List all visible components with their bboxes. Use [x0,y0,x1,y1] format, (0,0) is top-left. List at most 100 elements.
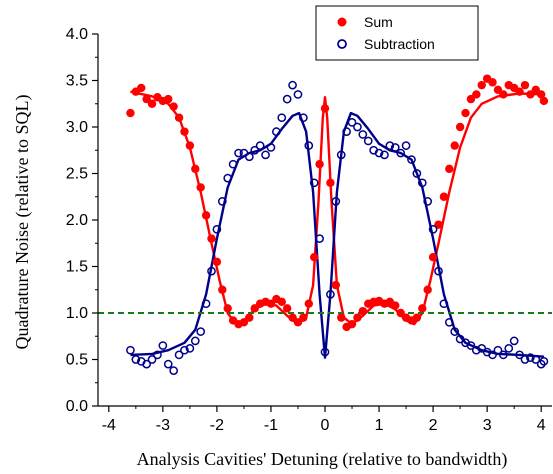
sum-point [423,285,432,294]
subtraction-point [272,127,281,136]
subtraction-point [163,359,173,369]
y-tick-label: 3.5 [66,73,88,90]
subtraction-point [180,345,189,355]
fit-curve-sum [130,90,544,326]
sum-point [515,87,524,96]
sum-point [472,90,481,99]
x-tick-label: 1 [375,417,384,434]
sum-point [418,304,427,313]
subtraction-point [444,317,454,327]
subtraction-point [342,127,351,136]
sum-point [445,164,454,174]
subtraction-point [201,299,211,309]
y-tick-label: 2.5 [66,166,88,183]
subtraction-point [385,141,395,150]
subtraction-point [331,197,341,206]
subtraction-point [315,234,324,243]
subtraction-point [309,178,319,188]
subtraction-point [353,122,362,132]
subtraction-point [234,148,243,158]
y-tick-label: 1.5 [66,259,88,276]
sum-point [320,104,330,113]
sum-point [282,304,292,313]
y-tick-label: 0.0 [66,398,88,415]
subtraction-point [174,350,184,360]
sum-point [212,257,222,267]
subtraction-point [380,150,389,160]
subtraction-point [190,336,200,346]
sum-point [185,141,195,150]
subtraction-point [282,94,292,104]
sum-point [353,313,362,322]
subtraction-point [320,347,330,357]
subtraction-point [336,150,346,160]
sum-point [218,285,227,294]
sum-point [196,183,205,192]
x-tick-label: -1 [264,417,278,434]
subtraction-point [293,90,303,99]
subtraction-point [266,143,276,152]
legend-sum-marker [337,17,347,27]
subtraction-point [255,141,265,150]
sum-point [191,164,200,174]
subtraction-point [207,266,216,276]
subtraction-point [131,355,141,364]
subtraction-point [539,357,549,366]
subtraction-point [390,143,400,152]
x-tick-label: 2 [429,417,438,434]
x-tick-label: 0 [321,417,330,434]
subtraction-point [250,145,260,155]
sum-point [455,122,465,132]
subtraction-point [471,345,481,355]
sum-point [477,80,486,90]
sum-point [520,80,530,90]
subtraction-point [223,173,233,183]
y-tick-label: 3.0 [66,119,88,136]
axes [92,33,552,412]
subtraction-point [326,290,335,299]
y-tick-label: 2.0 [66,212,88,229]
subtraction-point [423,197,433,206]
x-axis-label: Analysis Cavities' Detuning (relative to… [137,449,508,470]
subtraction-point [407,155,416,164]
sum-point [439,192,449,201]
sum-point [536,90,546,99]
subtraction-point [417,178,427,188]
subtraction-point [288,80,297,90]
subtraction-point [428,224,438,234]
sum-point [180,127,189,136]
subtraction-point [142,359,151,369]
subtraction-point [439,299,449,309]
subtraction-point [212,224,222,234]
sum-point [299,313,308,322]
y-tick-label: 0.5 [66,352,88,369]
sum-point [326,178,335,187]
subtraction-point [147,355,157,364]
sum-point [461,108,470,118]
x-tick-label: -2 [210,417,224,434]
data-points [126,74,549,376]
subtraction-point [401,141,411,150]
x-tick-label: -4 [102,417,116,434]
y-axis-label: Quadrature Noise (relative to SQL) [12,95,33,350]
subtraction-point [169,366,179,376]
subtraction-point [412,169,422,178]
sum-point [539,96,549,106]
subtraction-point [277,113,287,123]
sum-point [126,108,135,118]
subtraction-point [374,148,384,158]
subtraction-point [304,141,314,150]
sum-point [488,78,497,87]
tick-labels: 0.0 0.5 1.0 1.5 2.0 2.5 3.0 3.5 4.0 -4 -3 -2 -1 0 1 2 3 4 [66,26,546,434]
sum-point [331,280,341,290]
sum-point [412,313,422,322]
legend-sum-label: Sum [364,14,393,30]
subtraction-point [493,345,503,355]
subtraction-point [363,136,373,146]
subtraction-point [126,345,135,355]
legend-subtraction-label: Subtraction [364,36,435,52]
subtraction-point [466,341,476,350]
sum-point [499,90,508,99]
sum-point [147,99,157,108]
subtraction-point [196,327,206,336]
